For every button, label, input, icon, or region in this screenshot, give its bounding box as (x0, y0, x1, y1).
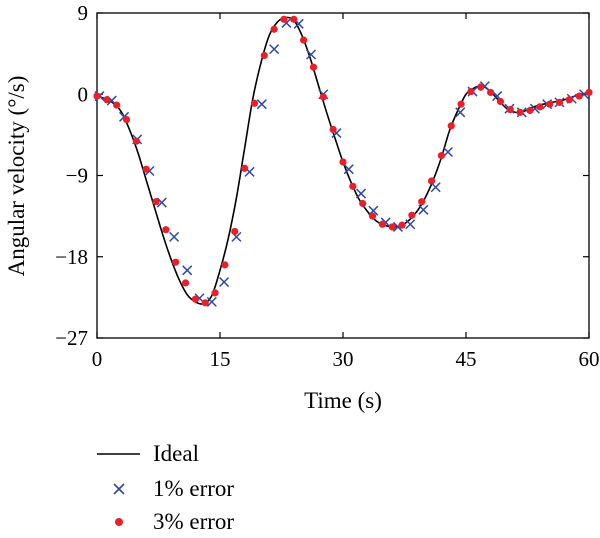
point-3pct-error (339, 158, 347, 166)
point-3pct-error (290, 15, 298, 23)
point-3pct-error (152, 198, 160, 206)
point-3pct-error (309, 63, 318, 71)
point-1pct-error (418, 204, 429, 215)
point-3pct-error (546, 100, 554, 108)
point-1pct-error (305, 49, 317, 60)
point-3pct-error (536, 103, 544, 111)
point-1pct-error (455, 107, 466, 118)
point-1pct-error (256, 99, 267, 110)
point-3pct-error (162, 226, 170, 234)
point-3pct-error (378, 220, 386, 228)
x-tick-label: 15 (210, 347, 231, 371)
legend-1pct-swatch (113, 483, 125, 495)
y-tick-label: −27 (55, 326, 88, 350)
point-1pct-error (405, 219, 416, 230)
point-3pct-error (555, 98, 564, 106)
point-3pct-error (349, 182, 357, 190)
point-3pct-error (191, 295, 199, 303)
point-3pct-error (241, 164, 249, 172)
point-1pct-error (356, 188, 367, 199)
point-3pct-error (221, 261, 229, 269)
point-3pct-error (526, 106, 534, 115)
plot-frame (96, 12, 590, 339)
point-3pct-error (181, 279, 190, 287)
x-axis: 0 15 30 45 60 (92, 13, 600, 371)
point-3pct-error (516, 108, 524, 116)
point-3pct-error (447, 122, 455, 130)
point-3pct-error (319, 93, 327, 101)
point-1pct-error (343, 164, 354, 175)
point-1pct-error (206, 296, 217, 307)
point-3pct-error (477, 83, 485, 91)
point-3pct-error (575, 92, 583, 100)
point-3pct-error (201, 299, 209, 307)
legend-3pct-swatch (115, 518, 123, 526)
point-1pct-error (169, 231, 180, 242)
y-tick-label: 9 (78, 1, 89, 25)
point-3pct-error (418, 198, 426, 206)
y-axis: −27 −18 −9 0 9 (55, 1, 589, 350)
point-1pct-error (219, 276, 230, 288)
point-3pct-error (437, 152, 445, 160)
x-axis-title: Time (s) (304, 388, 382, 413)
point-3pct-error (103, 96, 111, 104)
y-tick-label: −9 (66, 164, 88, 188)
x-tick-label: 45 (456, 347, 477, 371)
point-3pct-error (496, 97, 505, 106)
y-tick-label: 0 (78, 82, 89, 106)
point-3pct-error (565, 96, 573, 104)
point-3pct-error (329, 125, 337, 134)
point-3pct-error (506, 105, 514, 114)
y-tick-label: −18 (55, 245, 88, 269)
point-3pct-error (260, 51, 268, 60)
point-1pct-error (442, 146, 453, 158)
point-3pct-error (398, 221, 406, 229)
point-3pct-error (359, 199, 367, 208)
point-3pct-error (172, 258, 180, 266)
point-3pct-error (457, 100, 465, 108)
x-tick-label: 0 (92, 347, 103, 371)
point-3pct-error (211, 289, 219, 297)
point-3pct-error (487, 88, 495, 97)
point-3pct-error (427, 177, 436, 185)
legend-ideal-label: Ideal (153, 441, 199, 466)
point-3pct-error (388, 223, 396, 231)
plot-area (93, 15, 593, 307)
legend: Ideal 1% error 3% error (97, 441, 234, 534)
point-3pct-error (250, 99, 259, 107)
point-3pct-error (270, 25, 278, 33)
point-3pct-error (142, 165, 150, 173)
point-3pct-error (467, 87, 475, 96)
point-3pct-error (300, 36, 308, 44)
point-3pct-error (368, 212, 377, 220)
point-1pct-error (269, 44, 280, 55)
x-tick-label: 60 (579, 347, 600, 371)
point-3pct-error (231, 227, 239, 236)
point-3pct-error (280, 15, 288, 23)
point-3pct-error (93, 92, 101, 100)
legend-3pct-label: 3% error (153, 509, 234, 534)
legend-1pct-label: 1% error (153, 476, 234, 501)
point-1pct-error (182, 265, 193, 276)
point-3pct-error (113, 101, 121, 109)
point-3pct-error (408, 211, 416, 219)
point-3pct-error (132, 137, 140, 145)
point-3pct-error (585, 88, 593, 97)
x-tick-label: 30 (333, 347, 354, 371)
point-3pct-error (122, 115, 131, 124)
y-axis-title: Angular velocity (°/s) (4, 76, 29, 277)
